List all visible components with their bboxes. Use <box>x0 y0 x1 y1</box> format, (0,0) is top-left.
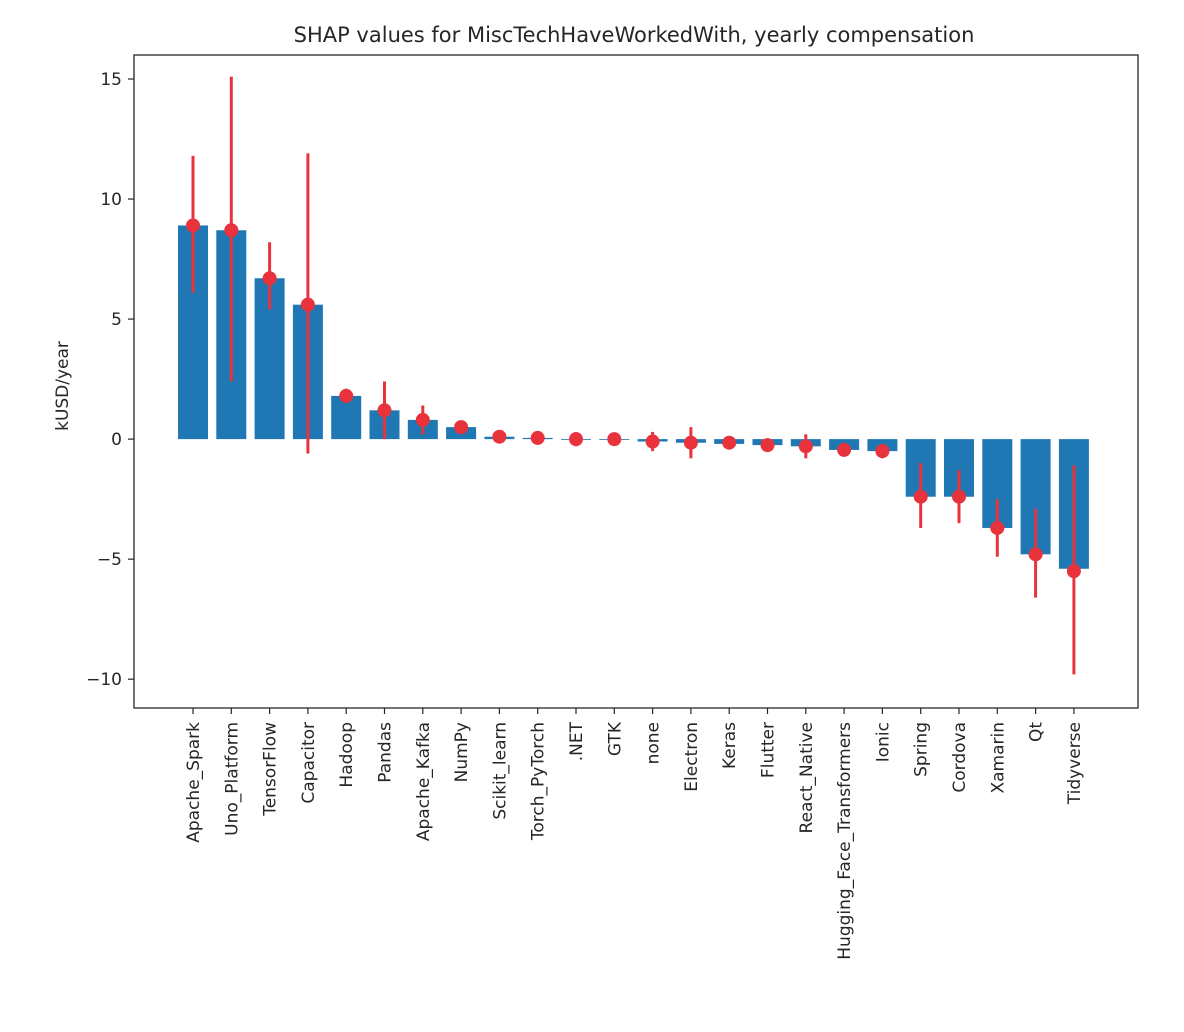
x-tick-label: Pandas <box>376 722 396 783</box>
data-point <box>300 297 315 312</box>
data-point <box>186 218 200 233</box>
data-point <box>722 435 737 450</box>
data-point <box>569 432 583 447</box>
data-point <box>339 388 354 403</box>
data-point <box>454 420 469 435</box>
data-point <box>1066 564 1081 579</box>
x-tick-label: Apache_Spark <box>184 722 204 843</box>
x-tick-label: none <box>644 722 664 764</box>
y-tick-label: −10 <box>86 670 122 690</box>
data-point <box>683 435 698 450</box>
y-tick-label: 5 <box>111 310 122 330</box>
plot-area: 15 10 5 0 −5 −10 Apache_Spark Uno_Platform Tenso… <box>86 54 1139 960</box>
data-point <box>262 271 277 286</box>
data-point <box>875 444 890 459</box>
x-tick-label: Qt <box>1027 722 1047 742</box>
x-tick-label: TensorFlow <box>261 722 281 817</box>
x-tick-label: Electron <box>682 722 702 792</box>
x-tick-label: .NET <box>567 721 587 761</box>
x-tick-label: Keras <box>720 722 740 769</box>
data-point <box>760 438 775 453</box>
data-point <box>913 489 928 504</box>
y-axis-label: kUSD/year <box>53 341 73 431</box>
plot-frame <box>133 54 1139 709</box>
x-tick-label: Torch_PyTorch <box>529 722 549 841</box>
x-tick-label: Spring <box>912 722 932 777</box>
x-tick-label: Scikit_learn <box>490 722 510 820</box>
y-tick-label: 0 <box>111 430 122 450</box>
data-point <box>990 520 1005 535</box>
x-tick-label: Hadoop <box>337 722 357 788</box>
x-tick-label: Capacitor <box>299 722 319 804</box>
data-point <box>607 432 622 447</box>
data-point <box>530 430 545 445</box>
x-tick-label: React_Native <box>797 722 817 833</box>
data-point <box>837 442 852 457</box>
x-tick-label: Hugging_Face_Transformers <box>835 722 855 960</box>
data-point <box>415 412 430 427</box>
x-tick-label: Uno_Platform <box>222 722 242 836</box>
y-tick-label: 15 <box>100 70 122 90</box>
x-tick-label: Xamarin <box>988 722 1008 794</box>
x-tick-label: Cordova <box>950 722 970 793</box>
x-tick-label: Ionic <box>873 722 893 762</box>
data-point <box>798 439 813 454</box>
x-tick-label: GTK <box>605 721 625 756</box>
data-point <box>952 489 966 504</box>
data-point <box>224 223 239 238</box>
data-point <box>377 403 392 418</box>
x-tick-label: Tidyverse <box>1065 722 1085 805</box>
y-tick-label: 10 <box>100 190 122 210</box>
y-tick-label: −5 <box>97 550 122 570</box>
data-point <box>645 434 660 449</box>
x-tick-label: Flutter <box>759 722 779 778</box>
chart-title: SHAP values for MiscTechHaveWorkedWith, … <box>294 23 975 47</box>
x-tick-label: NumPy <box>452 722 472 782</box>
data-point <box>492 429 507 444</box>
x-tick-label: Apache_Kafka <box>414 722 434 841</box>
data-point <box>1028 547 1043 562</box>
